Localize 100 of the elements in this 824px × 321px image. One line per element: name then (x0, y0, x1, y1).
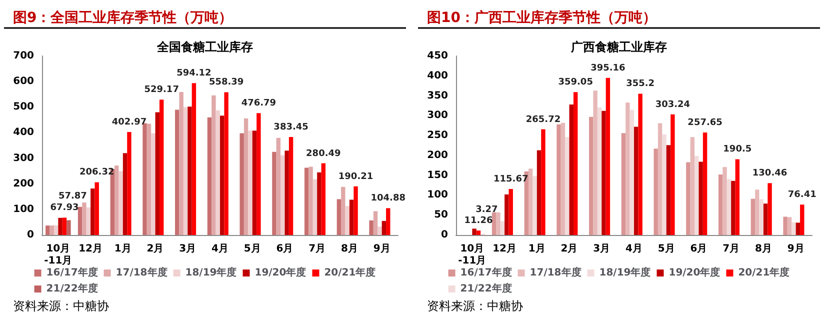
bar (46, 226, 50, 235)
bar (686, 162, 690, 235)
bar (175, 110, 180, 235)
bar (796, 222, 800, 235)
bar (504, 194, 509, 235)
x-tick-label: 7月 (722, 244, 740, 254)
bar (597, 107, 602, 235)
data-label: 257.65 (688, 118, 722, 128)
bar (690, 137, 695, 235)
bar (630, 110, 634, 235)
data-label: 190.5 (723, 144, 752, 155)
legend-label: 18/19年度 (185, 266, 237, 278)
bar (159, 100, 164, 235)
bar (90, 188, 95, 235)
bar (192, 83, 196, 235)
bar (698, 162, 703, 235)
chart-subtitle: 全国食糖工业库存 (156, 40, 253, 54)
bar (354, 186, 358, 235)
bar (536, 150, 542, 235)
bar (694, 156, 699, 235)
data-label: 558.39 (208, 78, 244, 88)
data-label: 355.2 (626, 79, 655, 90)
x-tick-label: 6月 (690, 244, 708, 254)
legend-label: 18/19年度 (599, 266, 651, 278)
bar (528, 168, 533, 235)
data-label: 190.21 (338, 172, 374, 182)
data-label: 104.88 (370, 194, 406, 204)
bar (500, 221, 505, 235)
bar (317, 172, 322, 235)
bar (188, 106, 192, 235)
y-tick-label: 150 (427, 170, 448, 181)
bar (654, 148, 658, 235)
data-label: 280.49 (306, 148, 341, 159)
bar (114, 165, 119, 235)
bar (560, 122, 566, 235)
bar (240, 133, 244, 235)
x-tick-label: 5月 (244, 244, 261, 254)
y-tick-label: 0 (441, 230, 448, 240)
x-tick-label: 8月 (754, 244, 772, 254)
bar (662, 134, 666, 235)
bar (308, 166, 313, 235)
bar (496, 212, 500, 235)
y-tick-label: 100 (13, 204, 34, 215)
x-tick-label: 2月 (146, 244, 164, 254)
bar (183, 107, 188, 235)
bar (122, 153, 128, 235)
x-tick-label: 6月 (276, 244, 294, 254)
bar (220, 116, 224, 235)
bar (50, 226, 54, 235)
data-label: 402.97 (112, 117, 147, 128)
bar (702, 132, 708, 235)
bar (800, 204, 804, 235)
data-label: 11.26 (464, 216, 493, 226)
y-tick-label: 0 (27, 230, 34, 240)
legend-label: 20/21年度 (324, 266, 376, 278)
bar (336, 199, 342, 235)
bar (256, 113, 261, 235)
bar (118, 171, 123, 235)
y-tick-label: 350 (427, 90, 448, 102)
bar (573, 92, 578, 235)
x-tick-label: 12月 (492, 244, 517, 254)
x-tick-label: 10月-11月 (458, 244, 486, 266)
bar (244, 118, 248, 235)
data-label: 395.16 (590, 63, 626, 74)
bar (666, 145, 671, 235)
data-label: 359.05 (558, 78, 593, 88)
data-label: 529.17 (144, 85, 179, 96)
bar (792, 222, 796, 235)
x-tick-label: 9月 (787, 244, 804, 254)
bar (658, 123, 662, 235)
chart-subtitle: 广西食糖工业库存 (570, 40, 667, 54)
bar (248, 130, 252, 235)
bar (82, 202, 86, 235)
bar (722, 166, 727, 235)
bar (755, 190, 760, 235)
bar (726, 179, 732, 235)
bar (288, 136, 294, 235)
bar (763, 204, 768, 235)
x-tick-label: 9月 (373, 244, 390, 254)
legend-label: 17/18年度 (530, 266, 582, 278)
legend-label: 17/18年度 (116, 266, 168, 278)
bar (304, 168, 309, 235)
bar (312, 179, 318, 235)
chart-title: 图9：全国工业库存季节性（万吨） (13, 9, 233, 26)
legend-label: 21/22年度 (46, 282, 98, 294)
bar (731, 180, 736, 235)
bar (386, 208, 390, 235)
data-label: 57.87 (58, 192, 87, 202)
bar (626, 102, 630, 235)
bar (541, 129, 546, 235)
text: 资料来源：中糖协 (13, 299, 109, 313)
y-tick-label: 400 (13, 127, 34, 138)
y-tick-label: 200 (427, 150, 448, 161)
bar (556, 124, 561, 235)
bar (589, 116, 594, 235)
legend-label: 19/20年度 (668, 266, 720, 278)
bar (216, 110, 220, 235)
x-tick-label: 7月 (308, 244, 326, 254)
bar (280, 155, 285, 235)
bar (532, 176, 537, 235)
